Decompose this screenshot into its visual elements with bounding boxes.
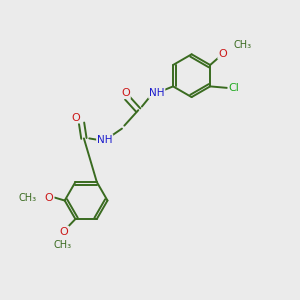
Text: Cl: Cl: [229, 83, 239, 93]
Text: NH: NH: [97, 135, 112, 145]
Text: O: O: [218, 49, 227, 59]
Text: O: O: [121, 88, 130, 98]
Text: CH₃: CH₃: [19, 193, 37, 202]
Text: O: O: [45, 193, 54, 202]
Text: O: O: [60, 226, 68, 236]
Text: CH₃: CH₃: [54, 240, 72, 250]
Text: CH₃: CH₃: [234, 40, 252, 50]
Text: NH: NH: [149, 88, 164, 98]
Text: O: O: [72, 112, 81, 123]
